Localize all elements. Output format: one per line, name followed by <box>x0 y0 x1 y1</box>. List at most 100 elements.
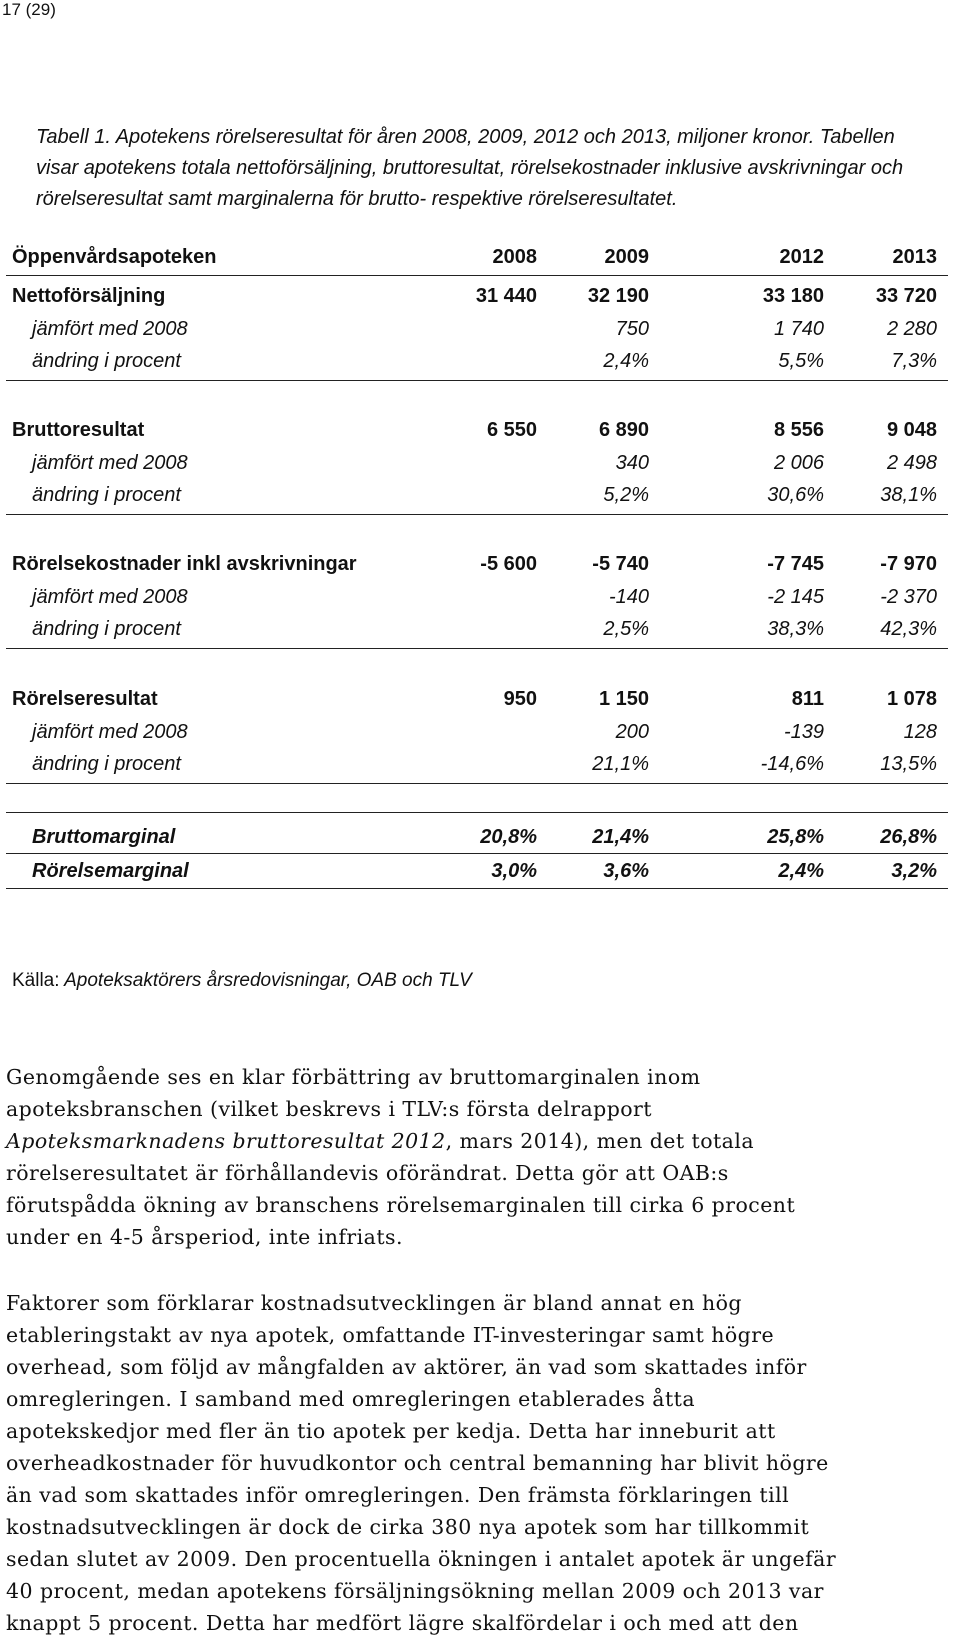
margin-label: Rörelsemarginal <box>32 860 189 882</box>
year-2009: 2009 <box>604 246 650 268</box>
table-cell: -139 <box>783 721 824 743</box>
table-cell: 5,5% <box>778 350 824 372</box>
section-row: Rörelsekostnader inkl avskrivningar -5 6… <box>0 553 960 581</box>
table-cell: 2 006 <box>773 452 824 474</box>
text-line: overhead, som följd av mångfalden av akt… <box>6 1355 807 1379</box>
comparison-label: jämfört med 2008 <box>32 586 188 608</box>
table-header-row: Öppenvårdsapoteken 2008 2009 2012 2013 <box>0 246 960 274</box>
table-cell: 5,2% <box>603 484 649 506</box>
section-row: Rörelseresultat 950 1 150 811 1 078 <box>0 688 960 716</box>
table-cell: 3,2% <box>891 860 937 882</box>
page-number: 17 (29) <box>2 0 56 19</box>
table-cell: 30,6% <box>767 484 824 506</box>
change-row: ändring i procent 2,4% 5,5% 7,3% <box>0 350 960 378</box>
text-line: overheadkostnader för huvudkontor och ce… <box>6 1451 829 1475</box>
table-cell: 2,5% <box>603 618 649 640</box>
comparison-row: jämfört med 2008 200 -139 128 <box>0 721 960 749</box>
text-line: Genomgående ses en klar förbättring av b… <box>6 1065 701 1089</box>
table-cell: 1 740 <box>773 318 824 340</box>
table-cell: -2 370 <box>880 586 937 608</box>
change-row: ändring i procent 21,1% -14,6% 13,5% <box>0 753 960 781</box>
table-cell: 31 440 <box>475 285 537 307</box>
table-cell: 750 <box>615 318 649 340</box>
header-rule <box>6 275 948 276</box>
change-row: ändring i procent 5,2% 30,6% 38,1% <box>0 484 960 512</box>
source-text: Källa: Apoteksaktörers årsredovisningar,… <box>12 970 472 991</box>
row-rule <box>6 783 948 784</box>
change-label: ändring i procent <box>32 350 181 372</box>
section-row: Bruttoresultat 6 550 6 890 8 556 9 048 <box>0 419 960 447</box>
text-line: apotekskedjor med fler än tio apotek per… <box>6 1419 776 1443</box>
report-title: Apoteksmarknadens bruttoresultat 2012 <box>6 1129 446 1153</box>
text-line: sedan slutet av 2009. Den procentuella ö… <box>6 1547 837 1571</box>
table-cell: 26,8% <box>880 826 937 848</box>
comparison-label: jämfört med 2008 <box>32 721 188 743</box>
paragraph-1: Genomgående ses en klar förbättring av b… <box>6 1061 956 1253</box>
comparison-row: jämfört med 2008 -140 -2 145 -2 370 <box>0 586 960 614</box>
row-rule <box>6 812 948 813</box>
comparison-label: jämfört med 2008 <box>32 452 188 474</box>
table-cell: 42,3% <box>880 618 937 640</box>
section-title: Bruttoresultat <box>12 419 145 441</box>
table-cell: 950 <box>503 688 537 710</box>
year-2008: 2008 <box>492 246 538 268</box>
year-2012: 2012 <box>779 246 825 268</box>
margin-label: Bruttomarginal <box>32 826 176 848</box>
row-rule <box>6 853 948 854</box>
table-cell: 811 <box>791 688 824 710</box>
table-source: Källa: Apoteksaktörers årsredovisningar,… <box>12 970 472 992</box>
table-cell: 2,4% <box>778 860 824 882</box>
text-line: Faktorer som förklarar kostnadsutvecklin… <box>6 1291 742 1315</box>
table-cell: 38,3% <box>767 618 824 640</box>
table-cell: 9 048 <box>886 419 937 441</box>
text-line: omregleringen. I samband med omreglering… <box>6 1387 696 1411</box>
text-line: 40 procent, medan apotekens försäljnings… <box>6 1579 824 1603</box>
text-line: knappt 5 procent. Detta har medfört lägr… <box>6 1611 799 1635</box>
change-label: ändring i procent <box>32 484 181 506</box>
comparison-row: jämfört med 2008 340 2 006 2 498 <box>0 452 960 480</box>
table-header-label: Öppenvårdsapoteken <box>12 246 217 268</box>
table-cell: 6 890 <box>598 419 649 441</box>
table-caption: Tabell 1. Apotekens rörelseresultat för … <box>36 126 904 210</box>
row-rule <box>6 648 948 649</box>
table-cell: -2 145 <box>767 586 824 608</box>
table-cell: -5 600 <box>480 553 537 575</box>
table-cell: 200 <box>615 721 649 743</box>
table-cell: 21,1% <box>592 753 649 775</box>
source-detail: Apoteksaktörers årsredovisningar, OAB oc… <box>59 970 472 991</box>
section-row: Nettoförsäljning 31 440 32 190 33 180 33… <box>0 285 960 313</box>
table-cell: 340 <box>615 452 649 474</box>
table-cell: 1 078 <box>886 688 937 710</box>
table-cell: 2 498 <box>886 452 937 474</box>
text-line-with-italic: Apoteksmarknadens bruttoresultat 2012, m… <box>6 1129 755 1153</box>
table-cell: -7 970 <box>880 553 937 575</box>
row-rule <box>6 380 948 381</box>
section-title: Rörelseresultat <box>12 688 158 710</box>
text-line: förutspådda ökning av branschens rörelse… <box>6 1193 796 1217</box>
table-cell: -140 <box>608 586 649 608</box>
change-label: ändring i procent <box>32 753 181 775</box>
text-line: än vad som skattades inför omregleringen… <box>6 1483 790 1507</box>
change-label: ändring i procent <box>32 618 181 640</box>
table-cell: 2 280 <box>886 318 937 340</box>
table-cell: 7,3% <box>891 350 937 372</box>
text-line: rörelseresultatet är förhållandevis oför… <box>6 1161 729 1185</box>
comparison-label: jämfört med 2008 <box>32 318 188 340</box>
table-cell: 3,6% <box>603 860 649 882</box>
row-rule <box>6 514 948 515</box>
table-cell: 25,8% <box>767 826 824 848</box>
table-cell: 21,4% <box>592 826 649 848</box>
table-cell: 20,8% <box>480 826 537 848</box>
table-cell: 32 190 <box>587 285 649 307</box>
text-line: kostnadsutvecklingen är dock de cirka 38… <box>6 1515 810 1539</box>
table-cell: 38,1% <box>880 484 937 506</box>
comparison-row: jämfört med 2008 750 1 740 2 280 <box>0 318 960 346</box>
table-cell: 8 556 <box>773 419 824 441</box>
margin-row: Bruttomarginal 20,8% 21,4% 25,8% 26,8% <box>0 826 960 854</box>
table-cell: 33 180 <box>762 285 824 307</box>
table-cell: -14,6% <box>760 753 824 775</box>
year-2013: 2013 <box>892 246 938 268</box>
table-cell: 128 <box>903 721 937 743</box>
text-line: under en 4-5 årsperiod, inte infriats. <box>6 1225 403 1249</box>
section-title: Nettoförsäljning <box>12 285 166 307</box>
